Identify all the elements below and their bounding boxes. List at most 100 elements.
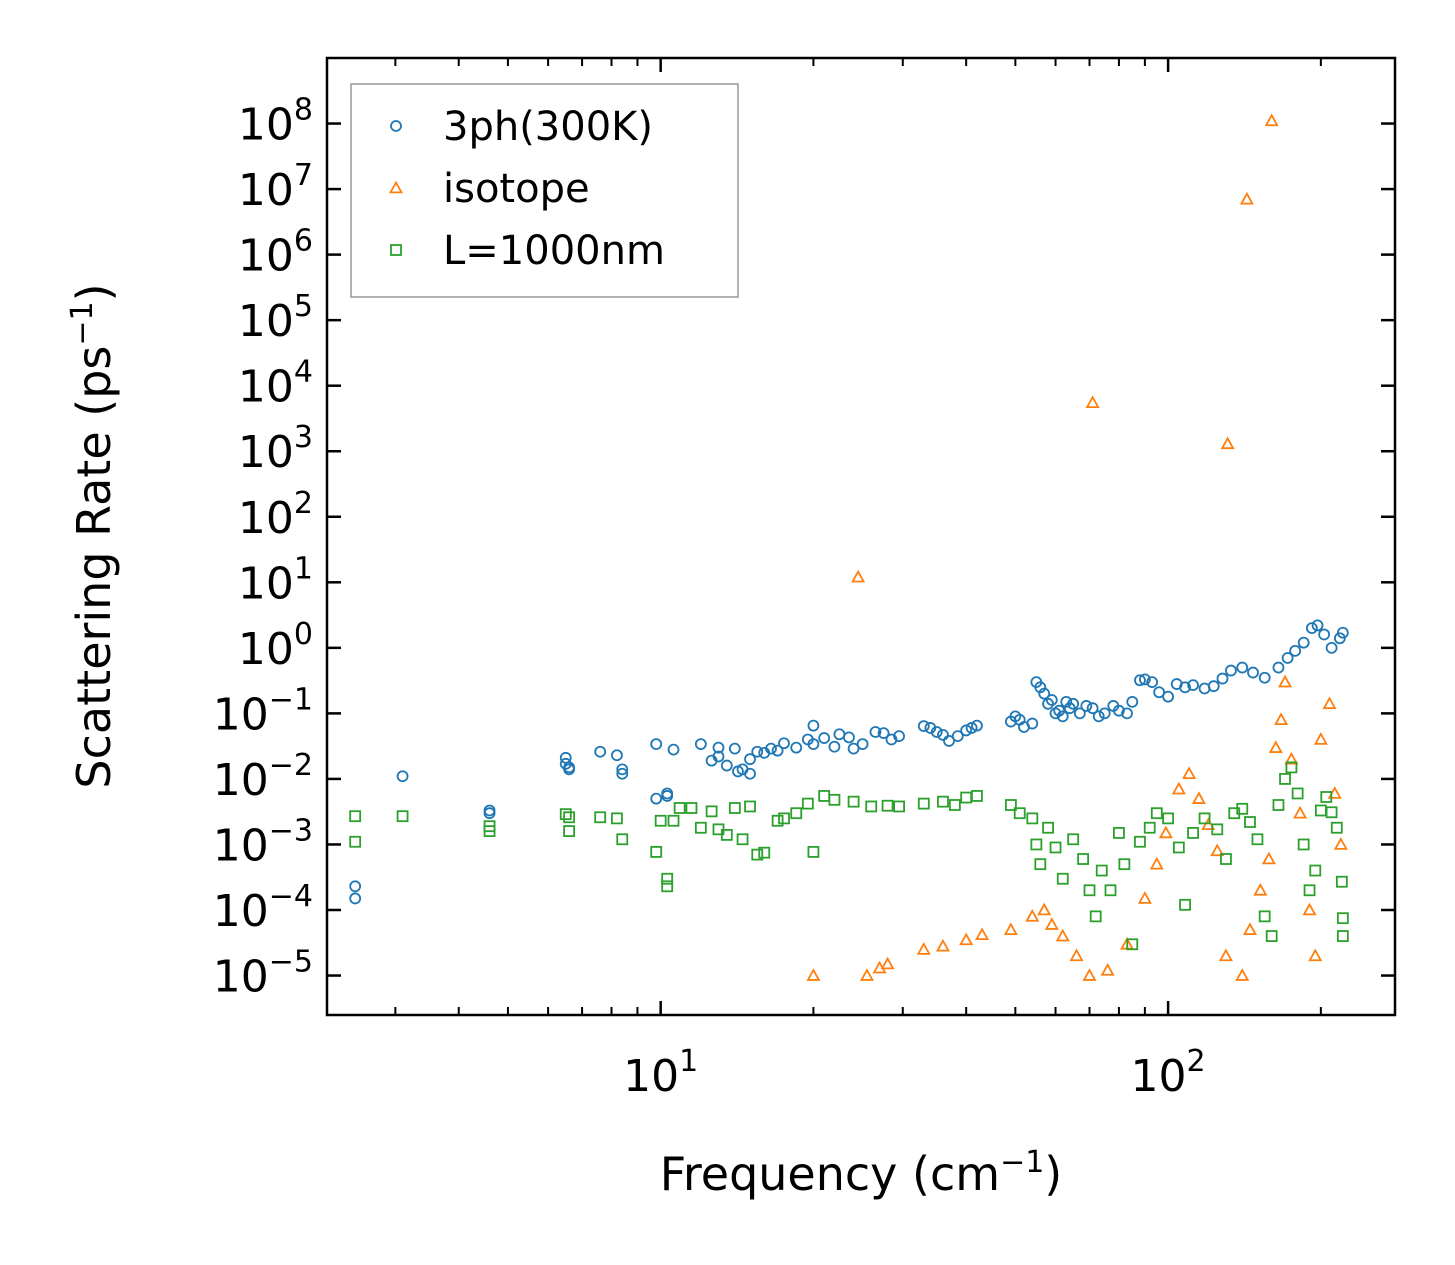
circle-point	[349, 880, 362, 893]
square-point	[650, 846, 663, 858]
square-point	[1126, 938, 1139, 951]
y-tick-label: 10−1	[213, 682, 313, 740]
circle-point	[1038, 687, 1051, 700]
triangle-point	[880, 956, 895, 970]
y-tick-label: 10−5	[213, 945, 313, 1003]
triangle-point	[916, 942, 931, 955]
circle-point	[1162, 690, 1174, 703]
legend-entry: isotope	[388, 166, 590, 212]
circle-point	[1311, 619, 1324, 632]
square-point	[594, 811, 607, 824]
y-tick-label: 10−2	[213, 748, 313, 806]
triangle-point	[1210, 843, 1225, 857]
circle-point	[937, 728, 949, 741]
y-tick-label: 105	[238, 289, 313, 347]
circle-point	[807, 719, 820, 732]
square-point	[1034, 858, 1047, 871]
circle-point	[847, 742, 860, 755]
triangle-point	[1302, 902, 1317, 916]
legend: 3ph(300K) isotope L=1000nm	[350, 83, 739, 298]
square-point	[661, 872, 674, 885]
circle-point	[930, 726, 943, 738]
circle-point	[712, 741, 725, 754]
y-axis-title: Scattering Rate (ps−1)	[65, 283, 121, 788]
triangle-point	[1220, 436, 1235, 450]
circle-point	[856, 738, 869, 750]
circle-point	[744, 753, 756, 766]
circle-point	[1179, 681, 1191, 694]
circle-point	[917, 720, 930, 732]
circle-point	[801, 733, 814, 746]
square-point	[483, 825, 496, 837]
square-point	[694, 821, 707, 834]
circle-point	[1113, 704, 1125, 717]
triangle-point	[1235, 968, 1250, 981]
circle-point	[349, 892, 362, 905]
square-point	[917, 797, 930, 810]
triangle-point	[1274, 712, 1289, 726]
circle-point	[1153, 686, 1166, 699]
square-point	[1113, 827, 1125, 839]
triangle-point	[1261, 851, 1276, 865]
triangle-point	[1284, 751, 1299, 765]
circle-point	[1045, 694, 1058, 706]
circle-point	[1207, 680, 1220, 693]
square-point	[1330, 821, 1343, 834]
circle-point	[1336, 626, 1349, 639]
square-point	[1143, 821, 1156, 834]
circle-point	[1281, 652, 1294, 664]
square-point	[705, 805, 718, 818]
circle-point	[1067, 697, 1080, 710]
circle-point	[712, 750, 725, 763]
legend-entry: L=1000nm	[390, 228, 665, 274]
circle-point	[751, 745, 764, 758]
triangle-point	[851, 569, 866, 583]
square-point	[720, 828, 733, 841]
circle-point	[790, 741, 803, 754]
square-point	[1042, 821, 1054, 834]
circle-point	[1121, 707, 1133, 720]
circle-point	[1060, 695, 1073, 708]
y-tick-label: 100	[238, 617, 313, 675]
square-point	[828, 793, 841, 806]
triangle-point	[1322, 696, 1337, 710]
series-layer	[349, 113, 1349, 981]
circle-point	[1236, 661, 1249, 674]
series-circle	[349, 619, 1349, 905]
triangle-point	[1025, 909, 1040, 922]
square-point	[736, 833, 749, 846]
circle-point	[869, 726, 882, 738]
circle-point	[771, 744, 784, 757]
circle-point	[943, 735, 955, 747]
square-point	[1095, 864, 1108, 877]
y-tick-label: 103	[238, 420, 313, 478]
circle-point	[728, 742, 741, 755]
circle-point	[650, 792, 663, 805]
y-tick-label: 102	[238, 486, 313, 544]
circle-point	[1146, 676, 1159, 689]
circle-point	[765, 742, 777, 755]
circle-point	[971, 719, 983, 732]
square-point	[1251, 833, 1264, 846]
triangle-point	[1242, 922, 1258, 936]
square-point	[948, 799, 961, 811]
triangle-point	[975, 927, 990, 940]
square-point	[1320, 791, 1333, 803]
square-point	[1325, 806, 1338, 819]
legend-square-icon	[390, 244, 402, 256]
square-point	[1134, 835, 1146, 848]
legend-entry: 3ph(300K)	[390, 104, 653, 150]
square-point	[1279, 773, 1291, 785]
circle-point	[951, 730, 964, 743]
square-point	[661, 880, 674, 893]
square-point	[1089, 910, 1102, 923]
square-point	[744, 800, 756, 813]
circle-point	[885, 733, 898, 746]
circle-point	[1042, 697, 1054, 710]
triangle-point	[1137, 891, 1152, 904]
square-point	[563, 811, 576, 824]
square-point	[611, 812, 623, 825]
square-point	[971, 790, 983, 802]
x-tick-label: 102	[1131, 1044, 1206, 1102]
